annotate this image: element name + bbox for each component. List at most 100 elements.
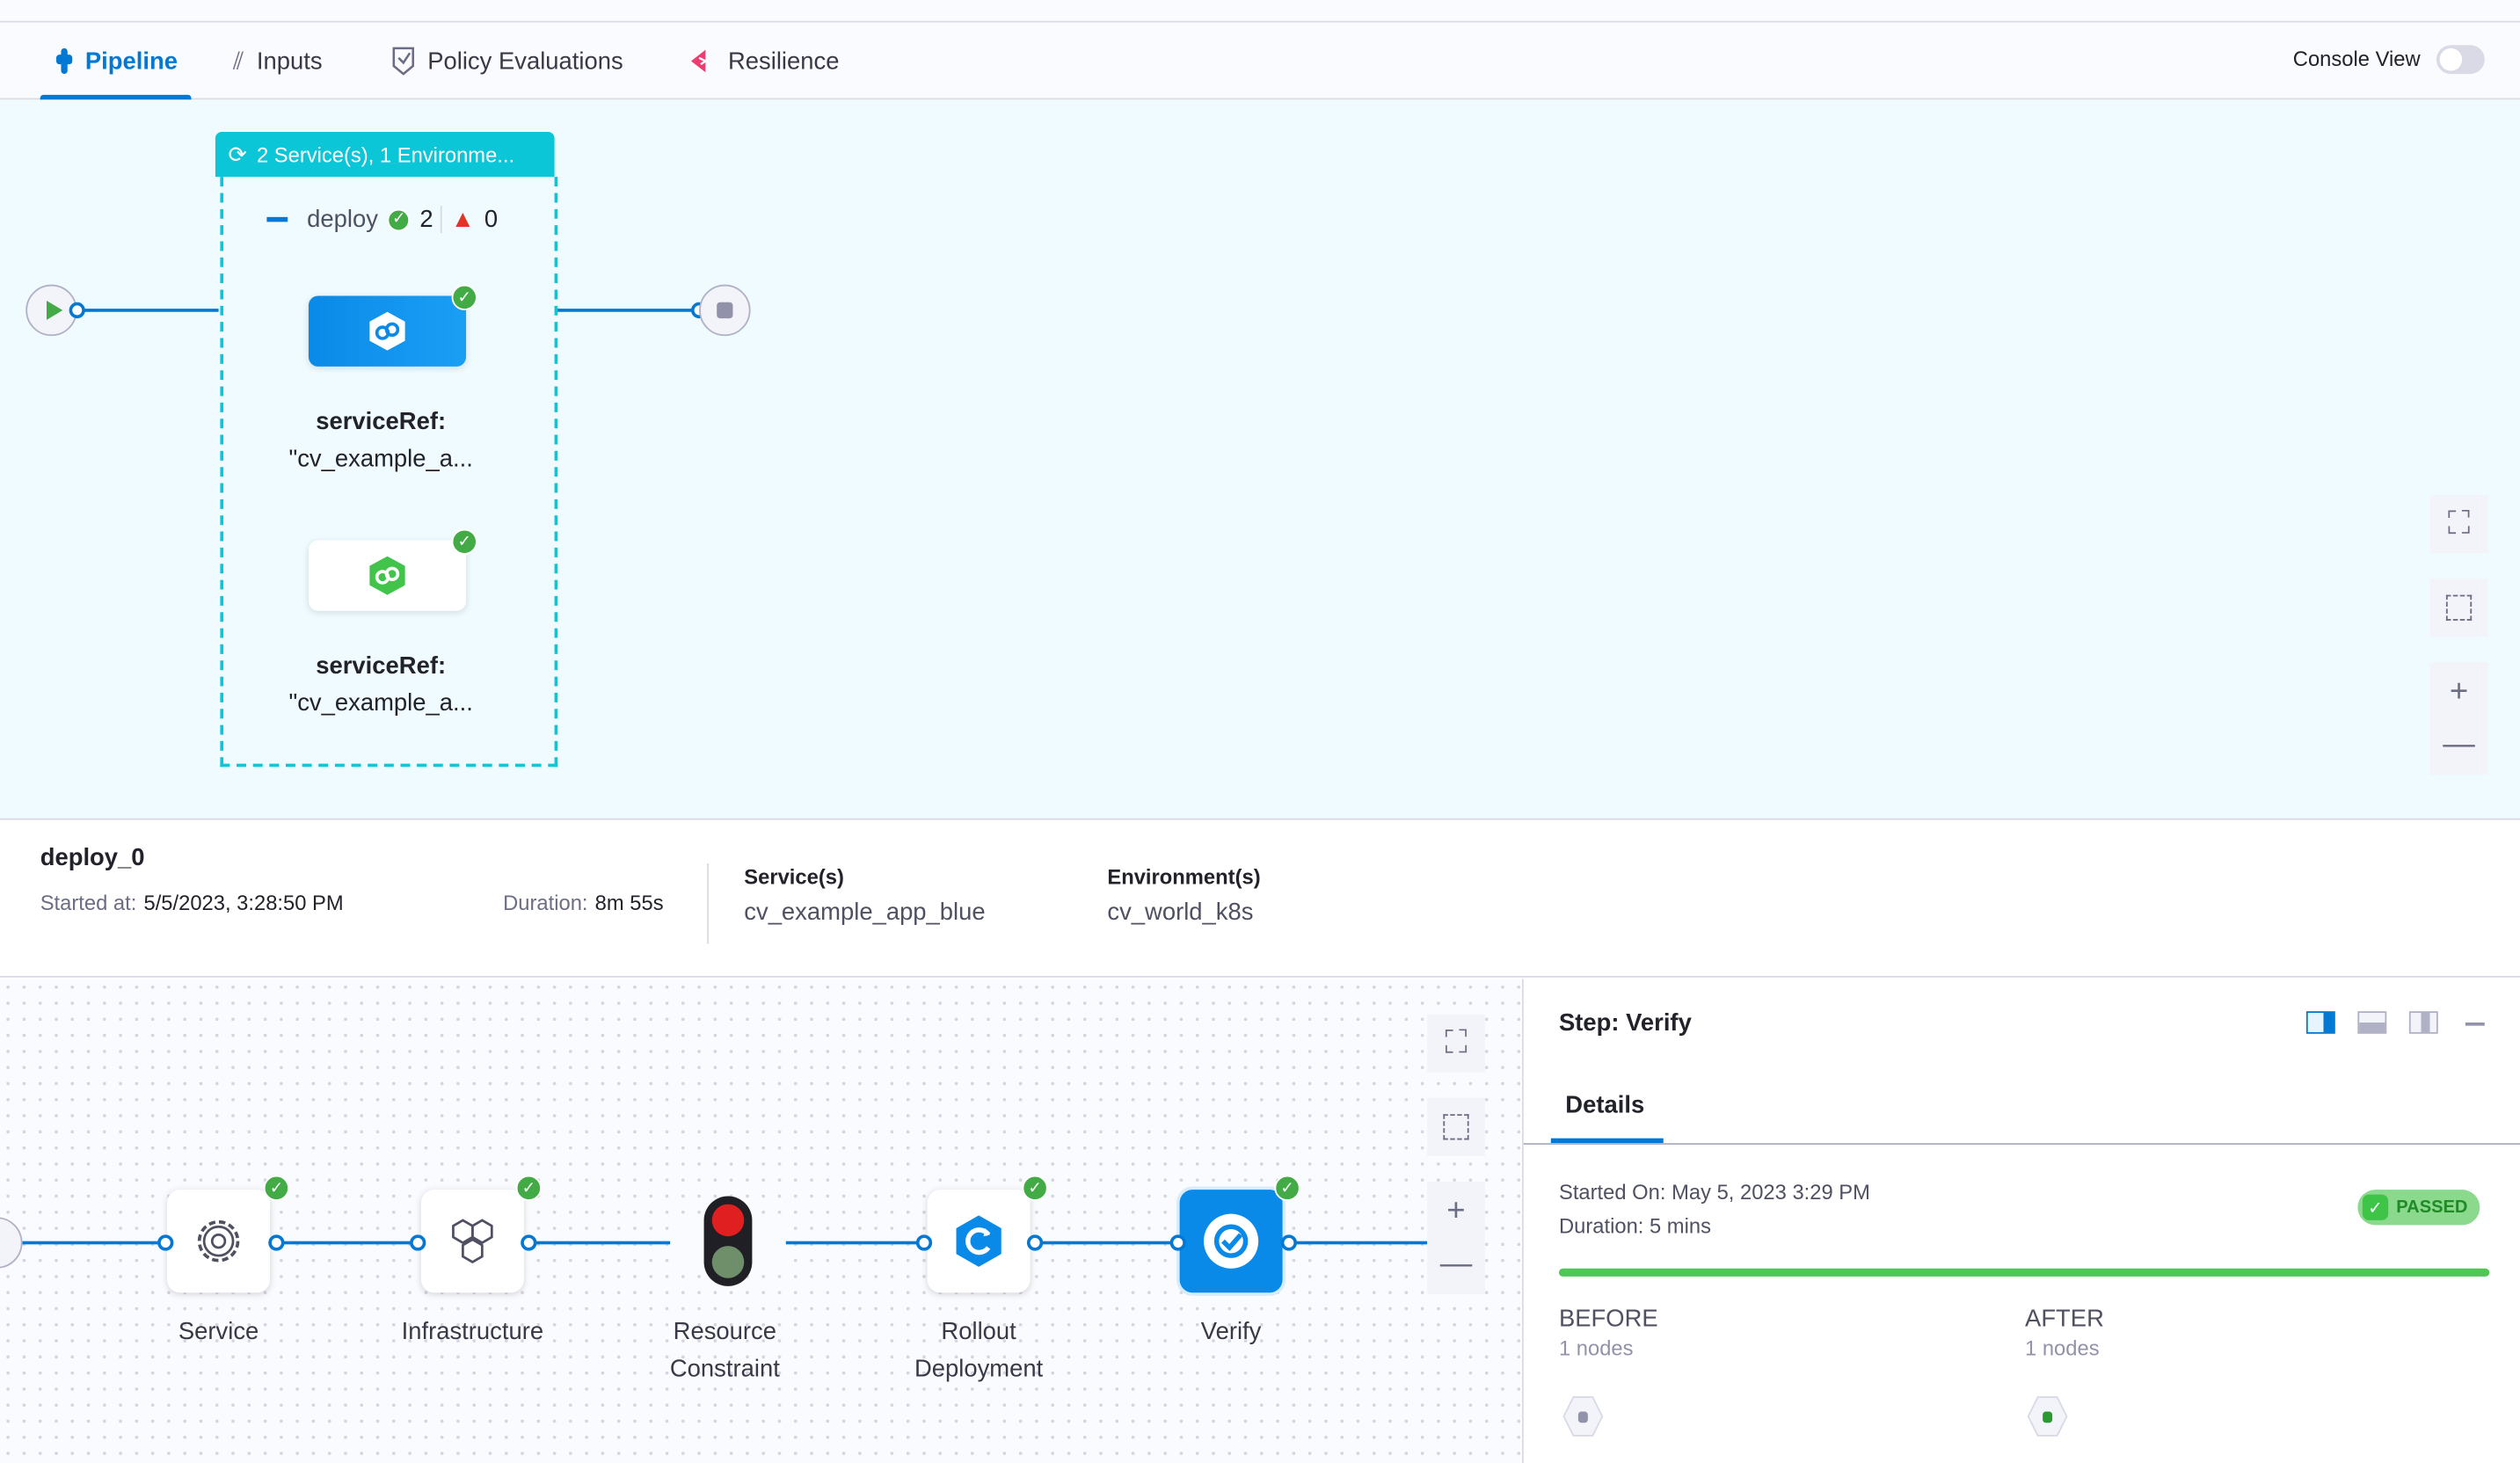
layout-float-icon[interactable] [2408, 1011, 2438, 1034]
end-node [699, 284, 751, 337]
start-node [25, 284, 77, 337]
expand-icon: ⛶ [2447, 506, 2471, 542]
service-node-2-label: serviceRef: "cv_example_a... [288, 652, 473, 717]
step-infrastructure[interactable] [420, 1190, 524, 1293]
step-verify[interactable] [1179, 1190, 1283, 1293]
success-icon: ✓ [1022, 1175, 1048, 1201]
pipeline-canvas[interactable] [0, 99, 2520, 820]
started-at: Started at: 5/5/2023, 3:28:50 PM [40, 891, 344, 915]
edge [556, 309, 695, 312]
after-nodes: 1 nodes [2025, 1336, 2100, 1360]
tab-bar: Pipeline ⫽ Inputs Policy Evaluations Res… [0, 22, 2520, 100]
minimize-icon[interactable] [2465, 1022, 2485, 1026]
step-service[interactable] [167, 1190, 271, 1293]
status-badge: ✓ PASSED [2357, 1190, 2481, 1226]
verify-icon [1204, 1213, 1259, 1269]
success-icon: ✓ [515, 1175, 542, 1201]
stage-header[interactable]: ⟳ 2 Service(s), 1 Environme... [215, 131, 555, 178]
success-icon: ✓ [387, 207, 411, 231]
zoom-in-icon[interactable]: + [1446, 1192, 1466, 1229]
console-view-label: Console View [2292, 47, 2421, 71]
play-icon [46, 300, 62, 320]
infrastructure-icon [452, 1219, 493, 1264]
tab-details[interactable]: Details [1565, 1091, 1645, 1119]
layout-bottom-icon[interactable] [2357, 1011, 2387, 1034]
environments-value: cv_world_k8s [1107, 899, 1254, 927]
stage-info: deploy_0 Started at: 5/5/2023, 3:28:50 P… [0, 821, 2520, 978]
stage-box [220, 177, 558, 768]
success-count: 2 [419, 206, 441, 234]
after-node-hexagon[interactable] [2027, 1395, 2069, 1438]
collapse-icon[interactable] [266, 216, 288, 222]
select-area-button[interactable] [2429, 579, 2488, 637]
service-node-1-label: serviceRef: "cv_example_a... [288, 408, 473, 473]
rollout-icon [956, 1215, 1001, 1267]
step-label: Resource Constraint [669, 1318, 780, 1383]
zoom-controls: + — [2429, 662, 2488, 775]
before-nodes: 1 nodes [1558, 1336, 1634, 1360]
port [1169, 1234, 1186, 1251]
divider [1523, 1143, 2520, 1145]
tab-inputs[interactable]: ⫽ Inputs [233, 23, 323, 100]
step-label: Service [178, 1318, 259, 1346]
service-node-1[interactable] [308, 295, 467, 367]
success-icon: ✓ [1274, 1175, 1300, 1201]
step-rollout-deployment[interactable] [927, 1190, 1031, 1293]
before-label: BEFORE [1558, 1305, 1658, 1333]
step-label: Verify [1200, 1318, 1262, 1346]
tab-resilience[interactable]: Resilience [689, 23, 839, 100]
zoom-controls: + — [1427, 1182, 1485, 1295]
edge [80, 309, 219, 312]
select-icon [2445, 594, 2473, 621]
expand-icon: ⛶ [1445, 1024, 1468, 1060]
step-details-panel: Step: Verify Details Started On: May 5, … [1521, 979, 2520, 1463]
service-icon [369, 311, 405, 351]
port [410, 1234, 426, 1251]
tab-label: Pipeline [84, 47, 178, 76]
select-area-button[interactable] [1427, 1097, 1485, 1156]
success-icon: ✓ [263, 1175, 290, 1201]
step-duration: Duration: 5 mins [1558, 1213, 1711, 1239]
tab-policy-evaluations[interactable]: Policy Evaluations [392, 23, 623, 100]
tab-label: Policy Evaluations [427, 47, 623, 76]
panel-title: Step: Verify [1558, 1009, 1692, 1037]
pipeline-icon [55, 47, 73, 75]
environments-label: Environment(s) [1107, 864, 1261, 890]
step-label: Rollout Deployment [914, 1318, 1044, 1383]
failed-count: 0 [484, 206, 499, 234]
tab-label: Inputs [256, 47, 323, 76]
tab-pipeline[interactable]: Pipeline [40, 23, 190, 100]
success-icon: ✓ [451, 528, 477, 555]
active-tab-indicator [1550, 1138, 1664, 1144]
group-name: deploy [307, 206, 378, 234]
loop-icon: ⟳ [228, 141, 247, 167]
zoom-out-icon[interactable]: — [2443, 726, 2475, 762]
port [1026, 1234, 1044, 1251]
select-icon [1443, 1114, 1469, 1140]
service-node-2[interactable] [308, 540, 467, 611]
stage-header-label: 2 Service(s), 1 Environme... [256, 142, 515, 167]
zoom-in-icon[interactable]: + [2449, 673, 2469, 710]
layout-right-icon[interactable] [2305, 1011, 2335, 1034]
fit-screen-button[interactable]: ⛶ [1427, 1014, 1485, 1073]
port [268, 1234, 285, 1251]
stop-icon [717, 302, 733, 319]
traffic-light-icon[interactable] [703, 1196, 753, 1286]
shield-check-icon [392, 47, 415, 76]
console-view-toggle[interactable] [2436, 45, 2485, 75]
zoom-out-icon[interactable]: — [1439, 1246, 1473, 1282]
progress-bar [1558, 1268, 2490, 1277]
check-icon: ✓ [2362, 1194, 2389, 1220]
divider [707, 863, 710, 944]
after-label: AFTER [2025, 1305, 2104, 1333]
port [915, 1234, 933, 1251]
started-on: Started On: May 5, 2023 3:29 PM [1558, 1180, 1870, 1205]
fit-screen-button[interactable]: ⛶ [2429, 495, 2488, 554]
step-label: Infrastructure [401, 1318, 544, 1346]
port [157, 1234, 174, 1251]
resilience-icon [690, 49, 708, 73]
group-header: deploy ✓ 2 ▲ 0 [266, 206, 499, 234]
service-icon [369, 556, 405, 595]
stage-title: deploy_0 [40, 844, 145, 872]
before-node-hexagon[interactable] [1562, 1395, 1605, 1438]
